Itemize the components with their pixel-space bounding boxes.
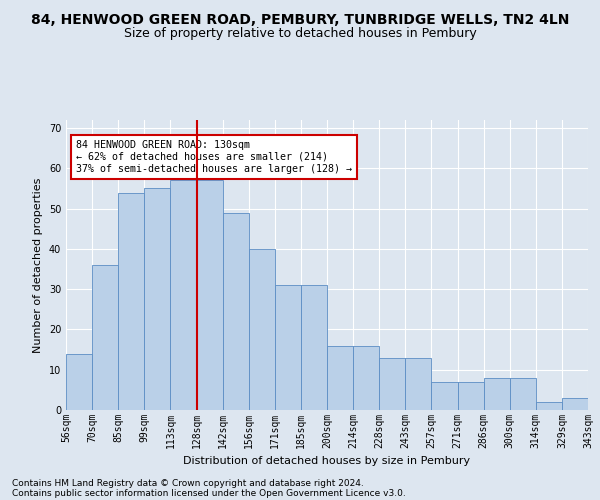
Bar <box>353 346 379 410</box>
Bar <box>458 382 484 410</box>
Bar <box>223 212 249 410</box>
Bar <box>301 285 327 410</box>
Text: Contains public sector information licensed under the Open Government Licence v3: Contains public sector information licen… <box>12 488 406 498</box>
Bar <box>249 249 275 410</box>
Bar <box>536 402 562 410</box>
Bar <box>118 192 145 410</box>
X-axis label: Distribution of detached houses by size in Pembury: Distribution of detached houses by size … <box>184 456 470 466</box>
Text: 84, HENWOOD GREEN ROAD, PEMBURY, TUNBRIDGE WELLS, TN2 4LN: 84, HENWOOD GREEN ROAD, PEMBURY, TUNBRID… <box>31 12 569 26</box>
Bar <box>484 378 510 410</box>
Text: 84 HENWOOD GREEN ROAD: 130sqm
← 62% of detached houses are smaller (214)
37% of : 84 HENWOOD GREEN ROAD: 130sqm ← 62% of d… <box>76 140 352 173</box>
Bar <box>66 354 92 410</box>
Bar <box>510 378 536 410</box>
Y-axis label: Number of detached properties: Number of detached properties <box>33 178 43 352</box>
Bar <box>379 358 406 410</box>
Text: Size of property relative to detached houses in Pembury: Size of property relative to detached ho… <box>124 28 476 40</box>
Bar <box>406 358 431 410</box>
Bar <box>562 398 588 410</box>
Text: Contains HM Land Registry data © Crown copyright and database right 2024.: Contains HM Land Registry data © Crown c… <box>12 478 364 488</box>
Bar <box>145 188 170 410</box>
Bar <box>275 285 301 410</box>
Bar <box>170 180 197 410</box>
Bar <box>327 346 353 410</box>
Bar <box>431 382 458 410</box>
Bar <box>197 180 223 410</box>
Bar <box>92 265 118 410</box>
